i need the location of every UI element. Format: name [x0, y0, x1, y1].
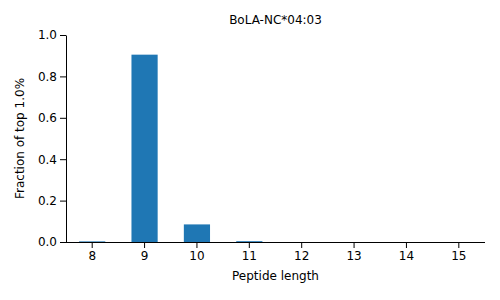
y-tick-label: 0.6	[38, 111, 57, 125]
y-tick: 0.8	[38, 70, 66, 84]
x-tick-label: 13	[346, 249, 361, 263]
x-tick-label: 9	[141, 249, 149, 263]
x-tick: 8	[88, 242, 96, 263]
y-tick-label: 1.0	[38, 28, 57, 42]
x-tick: 10	[189, 242, 204, 263]
bar	[393, 242, 419, 243]
bar	[236, 241, 262, 242]
y-tick: 0.0	[38, 235, 66, 249]
x-tick-label: 10	[189, 249, 204, 263]
bar	[289, 242, 315, 243]
bar	[446, 242, 472, 243]
y-axis-line	[66, 36, 67, 243]
x-tick-label: 8	[88, 249, 96, 263]
y-tick-label: 0.4	[38, 153, 57, 167]
y-axis-title: Fraction of top 1.0%	[13, 78, 27, 199]
x-tick-label: 15	[451, 249, 466, 263]
x-tick-mark	[144, 242, 145, 248]
bar	[79, 241, 105, 242]
x-axis-title: Peptide length	[232, 269, 319, 283]
x-tick-mark	[406, 242, 407, 248]
x-tick-mark	[354, 242, 355, 248]
x-tick-label: 12	[294, 249, 309, 263]
y-tick-mark	[60, 201, 66, 202]
y-axis: 0.0 0.2 0.4 0.6 0.8 1.0	[38, 28, 67, 249]
bar	[341, 242, 367, 243]
bar	[131, 55, 157, 242]
plot: 8 9 10 11 12 13 14 15 0.0 0.2 0.4 0.6 0.8 1.0	[38, 28, 485, 262]
x-tick-mark	[196, 242, 197, 248]
y-tick-label: 0.0	[38, 235, 57, 249]
y-tick: 1.0	[38, 28, 66, 42]
x-tick: 12	[294, 242, 309, 263]
y-tick-mark	[60, 242, 66, 243]
x-tick-mark	[249, 242, 250, 248]
x-tick-label: 14	[399, 249, 414, 263]
y-tick-mark	[60, 35, 66, 36]
y-tick-label: 0.8	[38, 70, 57, 84]
y-tick-mark	[60, 159, 66, 160]
x-axis: 8 9 10 11 12 13 14 15	[66, 242, 485, 263]
x-tick: 11	[242, 242, 257, 263]
x-axis-line	[66, 242, 485, 243]
bar	[184, 224, 210, 242]
x-tick-label: 11	[242, 249, 257, 263]
x-tick-mark	[301, 242, 302, 248]
x-tick: 13	[346, 242, 361, 263]
y-tick: 0.2	[38, 194, 66, 208]
y-tick: 0.4	[38, 153, 66, 167]
y-tick-label: 0.2	[38, 194, 57, 208]
x-tick: 15	[451, 242, 466, 263]
y-tick-mark	[60, 76, 66, 77]
x-tick-mark	[458, 242, 459, 248]
bars	[79, 55, 262, 242]
x-tick-mark	[92, 242, 93, 248]
chart: 8 9 10 11 12 13 14 15 0.0 0.2 0.4 0.6 0.8 1.0 BoLA-NC*…	[0, 0, 500, 300]
y-tick-mark	[60, 118, 66, 119]
title: BoLA-NC*04:03	[229, 13, 322, 27]
x-tick: 14	[399, 242, 414, 263]
y-tick: 0.6	[38, 111, 66, 125]
x-tick: 9	[141, 242, 149, 263]
